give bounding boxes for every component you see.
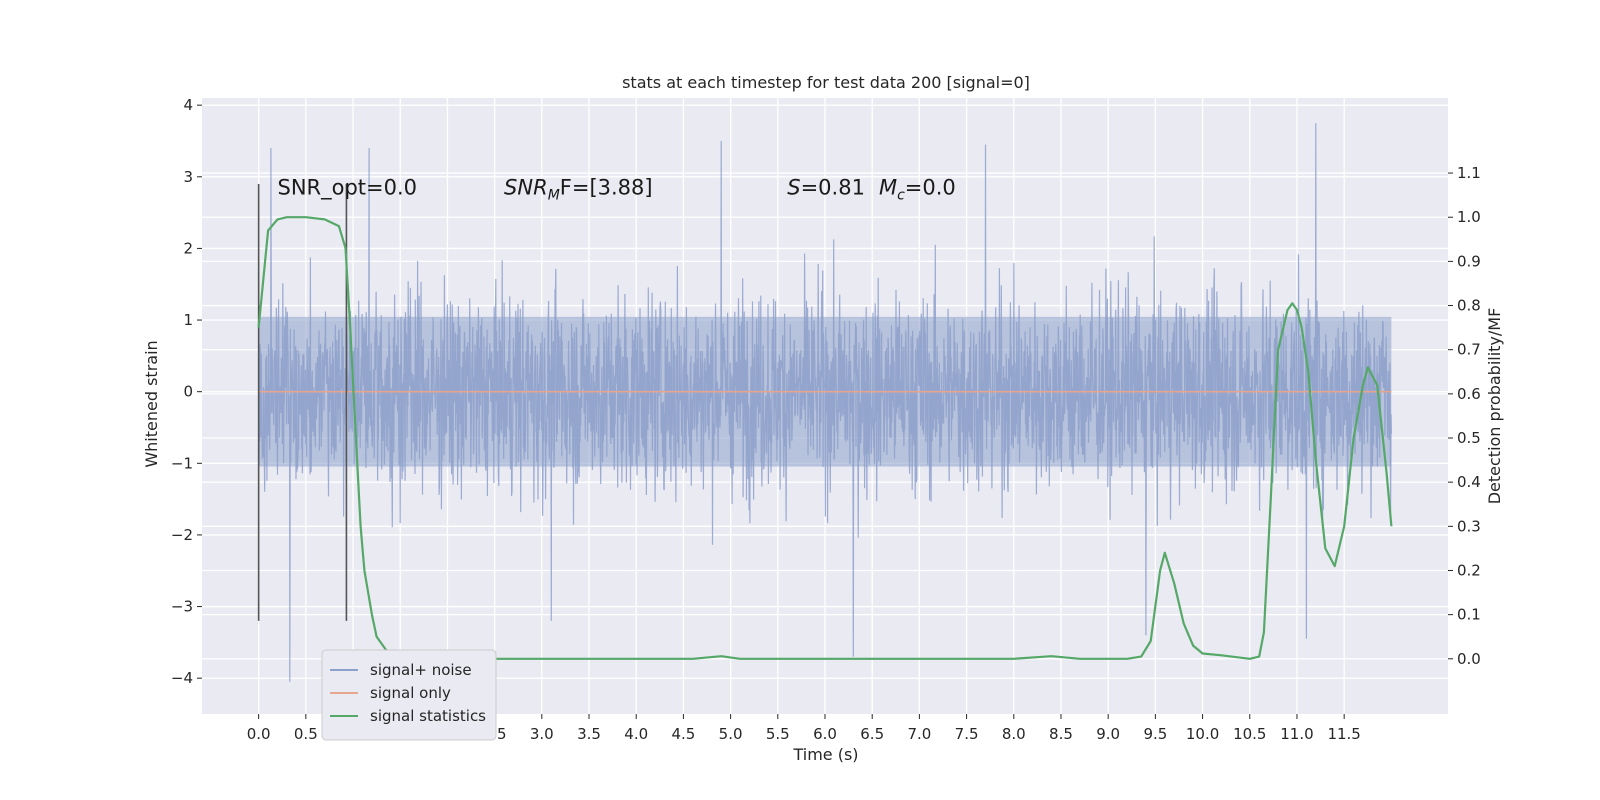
y2-axis-ticks: 1.1 1.0 0.9 0.8 0.7 0.6 0.5 0.4 0.3 0.2 0.1 0.0 [1448, 164, 1481, 668]
x-tick-label: 0.0 [247, 725, 271, 743]
y2-tick-label: 0.5 [1457, 429, 1481, 447]
annotation-text: SNRMF=[3.88] [504, 176, 653, 204]
x-tick-label: 5.5 [766, 725, 790, 743]
annotation-part: S [787, 176, 800, 200]
y-tick-label: −3 [171, 598, 193, 616]
x-tick-label: 6.5 [860, 725, 884, 743]
y2-tick-label: 0.0 [1457, 650, 1481, 668]
x-tick-label: 4.5 [671, 725, 695, 743]
y-tick-label: −4 [171, 669, 193, 687]
x-tick-label: 10.0 [1186, 725, 1219, 743]
x-tick-label: 7.0 [907, 725, 931, 743]
series-signal-statistics [257, 216, 1393, 660]
x-tick-label: 11.0 [1280, 725, 1313, 743]
x-tick-label: 6.0 [813, 725, 837, 743]
legend-label: signal statistics [370, 707, 486, 725]
x-tick-label: 8.0 [1002, 725, 1026, 743]
y-tick-label: 1 [183, 311, 193, 329]
chart-title: stats at each timestep for test data 200… [622, 73, 1030, 92]
y-tick-label: 3 [183, 168, 193, 186]
y2-tick-label: 0.2 [1457, 561, 1481, 579]
y-tick-label: 2 [183, 239, 193, 257]
annotation-part: M [879, 176, 897, 200]
y-tick-label: −1 [171, 454, 193, 472]
annotation-part: =0.81 [801, 176, 865, 200]
x-tick-label: 7.5 [955, 725, 979, 743]
legend: signal+ noise signal only signal statistic… [321, 649, 497, 741]
y2-tick-label: 0.6 [1457, 385, 1481, 403]
annotation-part: SNR_opt=0.0 [278, 176, 418, 201]
annotation-text: S=0.81 Mc=0.0 [787, 176, 956, 204]
annotations: SNR_opt=0.0 SNRMF=[3.88] S=0.81 Mc=0.0 [278, 176, 956, 204]
annotation-part: F=[3.88] [560, 176, 653, 200]
x-tick-label: 3.0 [530, 725, 554, 743]
y-tick-label: −2 [171, 526, 193, 544]
annotation-part: SNR [504, 176, 548, 200]
y-tick-label: 4 [183, 96, 193, 114]
x-tick-label: 0.5 [294, 725, 318, 743]
annotation-text: SNR_opt=0.0 [278, 176, 418, 201]
x-axis-ticks: 0.00.51.01.52.02.53.03.54.04.55.05.56.06… [247, 714, 1361, 743]
legend-box [321, 649, 497, 741]
y-tick-label: 0 [183, 383, 193, 401]
y2-axis-label: Detection probability/MF [1485, 308, 1504, 505]
x-tick-label: 3.5 [577, 725, 601, 743]
y2-tick-label: 0.1 [1457, 606, 1481, 624]
legend-label: signal only [370, 684, 451, 702]
annotation-part: c [897, 188, 905, 204]
y-axis-ticks: 4 3 2 1 0 −1 −2 −3 −4 [171, 96, 202, 687]
x-tick-label: 5.0 [719, 725, 743, 743]
y2-tick-label: 0.8 [1457, 297, 1481, 315]
annotation-part: =0.0 [905, 176, 956, 200]
y2-tick-label: 0.9 [1457, 252, 1481, 270]
x-axis-label: Time (s) [792, 745, 858, 764]
legend-label: signal+ noise [370, 661, 472, 679]
signal-statistics-line [257, 216, 1393, 660]
y2-tick-label: 0.4 [1457, 473, 1481, 491]
x-tick-label: 10.5 [1233, 725, 1266, 743]
y2-tick-label: 0.7 [1457, 341, 1481, 359]
x-tick-label: 4.0 [624, 725, 648, 743]
x-tick-label: 9.5 [1143, 725, 1167, 743]
y2-tick-label: 0.3 [1457, 517, 1481, 535]
x-tick-label: 8.5 [1049, 725, 1073, 743]
y2-tick-label: 1.1 [1457, 164, 1481, 182]
y2-tick-label: 1.0 [1457, 208, 1481, 226]
x-tick-label: 9.0 [1096, 725, 1120, 743]
y-axis-label: Whitened strain [142, 340, 161, 467]
annotation-part: M [548, 188, 560, 204]
x-tick-label: 11.5 [1327, 725, 1360, 743]
